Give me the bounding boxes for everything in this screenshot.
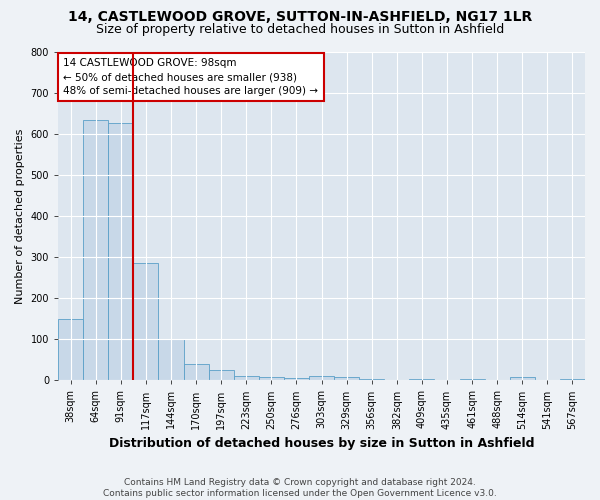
Bar [309,376,334,380]
Bar [133,263,158,380]
Text: 14 CASTLEWOOD GROVE: 98sqm
← 50% of detached houses are smaller (938)
48% of sem: 14 CASTLEWOOD GROVE: 98sqm ← 50% of deta… [64,58,319,96]
Text: Size of property relative to detached houses in Sutton in Ashfield: Size of property relative to detached ho… [96,22,504,36]
Bar [108,122,133,380]
Text: Contains HM Land Registry data © Crown copyright and database right 2024.
Contai: Contains HM Land Registry data © Crown c… [103,478,497,498]
Bar [184,364,209,380]
Bar [409,378,434,380]
Bar [158,339,184,380]
Text: 14, CASTLEWOOD GROVE, SUTTON-IN-ASHFIELD, NG17 1LR: 14, CASTLEWOOD GROVE, SUTTON-IN-ASHFIELD… [68,10,532,24]
Bar [334,378,359,380]
Bar [259,378,284,380]
X-axis label: Distribution of detached houses by size in Sutton in Ashfield: Distribution of detached houses by size … [109,437,534,450]
Bar [83,120,108,380]
Bar [359,379,384,380]
Bar [58,318,83,380]
Bar [284,378,309,380]
Bar [209,370,234,380]
Bar [510,378,535,380]
Y-axis label: Number of detached properties: Number of detached properties [15,128,25,304]
Bar [234,376,259,380]
